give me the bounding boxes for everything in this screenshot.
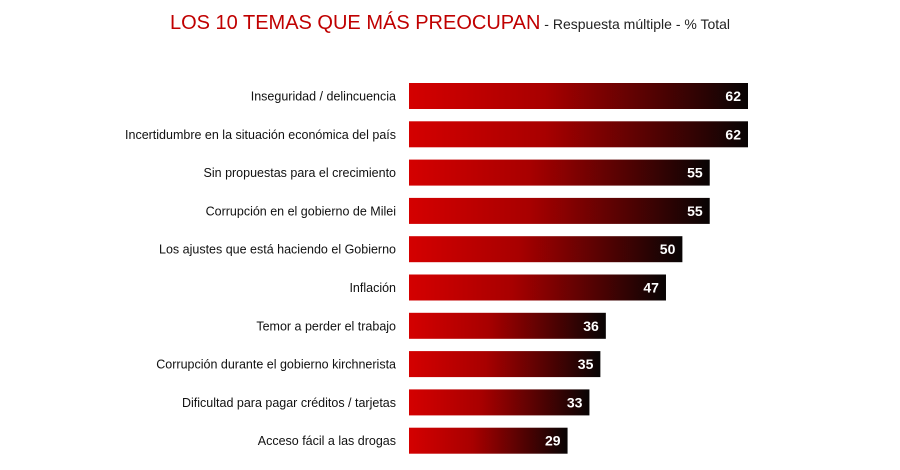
category-label: Dificultad para pagar créditos / tarjeta… bbox=[182, 396, 396, 410]
value-label: 35 bbox=[578, 356, 594, 372]
value-label: 36 bbox=[583, 318, 599, 334]
bar bbox=[409, 236, 683, 263]
bar bbox=[409, 121, 748, 148]
category-label: Inflación bbox=[349, 281, 396, 295]
value-label: 62 bbox=[725, 88, 741, 104]
bar bbox=[409, 197, 710, 224]
value-label: 29 bbox=[545, 433, 561, 449]
category-label: Los ajustes que está haciendo el Gobiern… bbox=[159, 243, 396, 257]
bar-group: Inseguridad / delincuencia 62 Incertidumbr… bbox=[125, 83, 748, 454]
bar bbox=[409, 427, 568, 454]
bar bbox=[409, 312, 606, 339]
category-label: Corrupción durante el gobierno kirchneri… bbox=[156, 358, 396, 372]
category-label: Inseguridad / delincuencia bbox=[251, 90, 396, 104]
chart-title: LOS 10 TEMAS QUE MÁS PREOCUPAN bbox=[169, 12, 541, 34]
value-label: 33 bbox=[567, 394, 583, 410]
value-label: 47 bbox=[643, 280, 659, 296]
chart-title-row: LOS 10 TEMAS QUE MÁS PREOCUPAN - Respues… bbox=[0, 12, 900, 35]
value-label: 62 bbox=[725, 126, 741, 142]
bar bbox=[409, 389, 590, 416]
category-label: Sin propuestas para el crecimiento bbox=[204, 166, 397, 180]
chart-subtitle: - Respuesta múltiple - % Total bbox=[540, 16, 731, 32]
bar bbox=[409, 351, 601, 378]
bar bbox=[409, 159, 710, 186]
value-label: 55 bbox=[687, 165, 703, 181]
bar bbox=[409, 83, 748, 109]
category-label: Acceso fácil a las drogas bbox=[258, 434, 396, 448]
category-label: Incertidumbre en la situación económica … bbox=[125, 128, 396, 142]
value-label: 55 bbox=[687, 203, 703, 219]
bar bbox=[409, 274, 666, 301]
value-label: 50 bbox=[660, 241, 676, 257]
category-label: Corrupción en el gobierno de Milei bbox=[206, 204, 396, 218]
category-label: Temor a perder el trabajo bbox=[256, 319, 396, 333]
